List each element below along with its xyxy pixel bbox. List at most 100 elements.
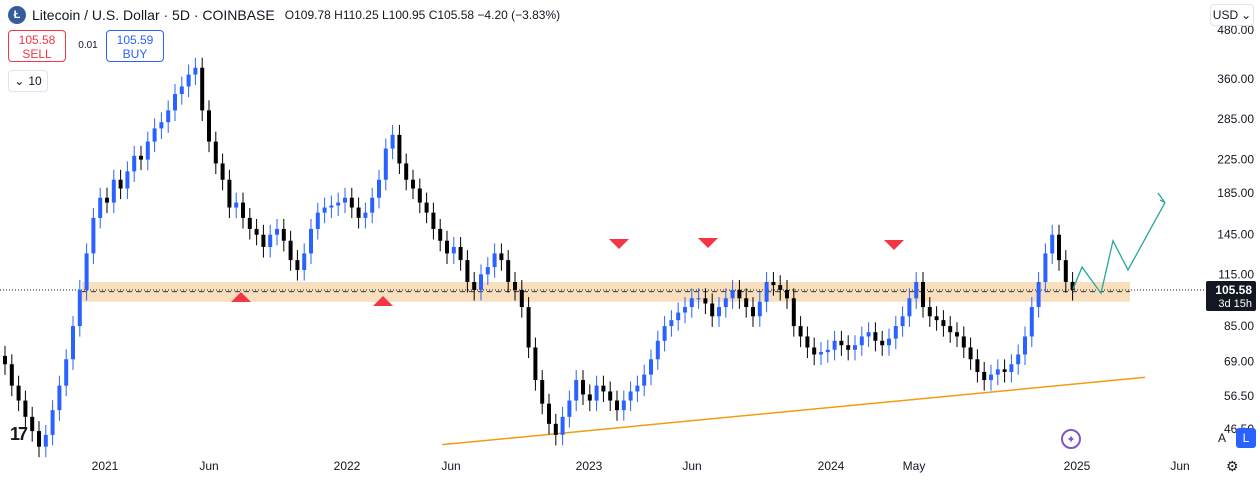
resistance-arrow [884,240,904,250]
currency-selector[interactable]: USD ⌄ [1210,4,1254,26]
resistance-arrow [609,239,629,249]
candle [227,179,232,208]
candle [989,374,993,381]
candle [431,212,436,229]
candle [281,228,286,241]
candle [744,298,749,308]
candles-layer [3,57,1075,458]
candle [207,110,211,142]
candle [900,316,905,327]
tradingview-logo-icon[interactable]: 17 [10,424,28,444]
candle [125,171,130,189]
candle [57,385,62,411]
candle [302,253,307,270]
x-tick-label: Jun [682,459,701,473]
candle [553,423,558,435]
candle [635,385,640,392]
candle [825,349,830,353]
open-label: O [284,8,295,22]
candle [1050,234,1055,254]
candle [791,298,796,327]
candle [927,307,932,317]
candle [118,179,123,189]
candle [1029,307,1034,337]
candle [1016,354,1021,365]
candle [846,345,851,350]
candle [737,289,742,299]
resistance-arrow [698,238,718,248]
candle [411,179,415,189]
x-tick-label: Jun [441,459,460,473]
symbol-title[interactable]: Litecoin / U.S. Dollar · 5D · COINBASE [32,7,275,23]
price-label: 105.58 [1215,283,1252,297]
candle [383,148,388,180]
candle [628,391,633,401]
candle [111,179,116,203]
candle [839,340,844,346]
buy-button[interactable]: 105.59 BUY [106,30,164,62]
candle [866,332,871,337]
candle [662,326,667,341]
candle [703,298,708,304]
gear-icon[interactable]: ⚙ [1226,458,1239,474]
x-tick-label: 2022 [334,459,361,473]
candle [982,371,987,381]
y-tick-label: 480.00 [1217,23,1254,37]
currency-label: USD [1212,8,1239,22]
candle [213,141,218,164]
candle [329,205,334,208]
candle [778,285,783,290]
y-tick-label: 115.00 [1218,267,1254,281]
candle [295,260,300,270]
candle [934,316,939,321]
candle [710,303,715,317]
candle [975,359,980,372]
low-label: L [381,8,389,22]
trendline-layer [442,376,1146,446]
candle [1063,260,1068,282]
candle [941,320,946,327]
candle [254,228,259,235]
candle [397,134,402,164]
candle [152,128,157,142]
candle [261,234,266,247]
candle [145,141,150,160]
candle [438,228,443,241]
candle [832,340,837,350]
sparkle-icon[interactable]: ✦ [1061,429,1081,449]
candle [751,307,755,317]
candle [247,217,252,229]
y-tick-label: 360.00 [1217,72,1254,86]
candle [533,347,538,381]
candle [805,336,810,348]
candle [594,385,599,401]
y-tick-label: 285.00 [1217,112,1254,126]
buy-price: 105.59 [116,33,154,47]
support-arrow [231,292,251,302]
candle [859,336,864,346]
sell-button[interactable]: 105.58 SELL [8,30,66,62]
candle [9,364,14,386]
candle [526,307,531,348]
candle [506,260,511,282]
y-tick-label: 69.00 [1224,355,1254,369]
candle [363,212,368,218]
candle [540,380,545,404]
log-scale-button[interactable]: L [1236,428,1256,448]
x-tick-label: Jun [199,459,218,473]
candle [390,134,395,149]
chart-header: Ł Litecoin / U.S. Dollar · 5D · COINBASE… [8,4,560,26]
candle [472,281,477,290]
auto-scale-button[interactable]: A [1217,431,1226,445]
candle [50,410,55,435]
ascending-trendline [442,376,1146,446]
candle [377,179,381,198]
candle [343,197,347,203]
indicators-toggle[interactable]: ⌄ 10 [8,70,48,92]
x-tick-label: May [903,459,926,473]
candle [336,202,341,206]
candle [179,86,184,95]
candle [370,197,375,213]
candle [921,281,925,308]
